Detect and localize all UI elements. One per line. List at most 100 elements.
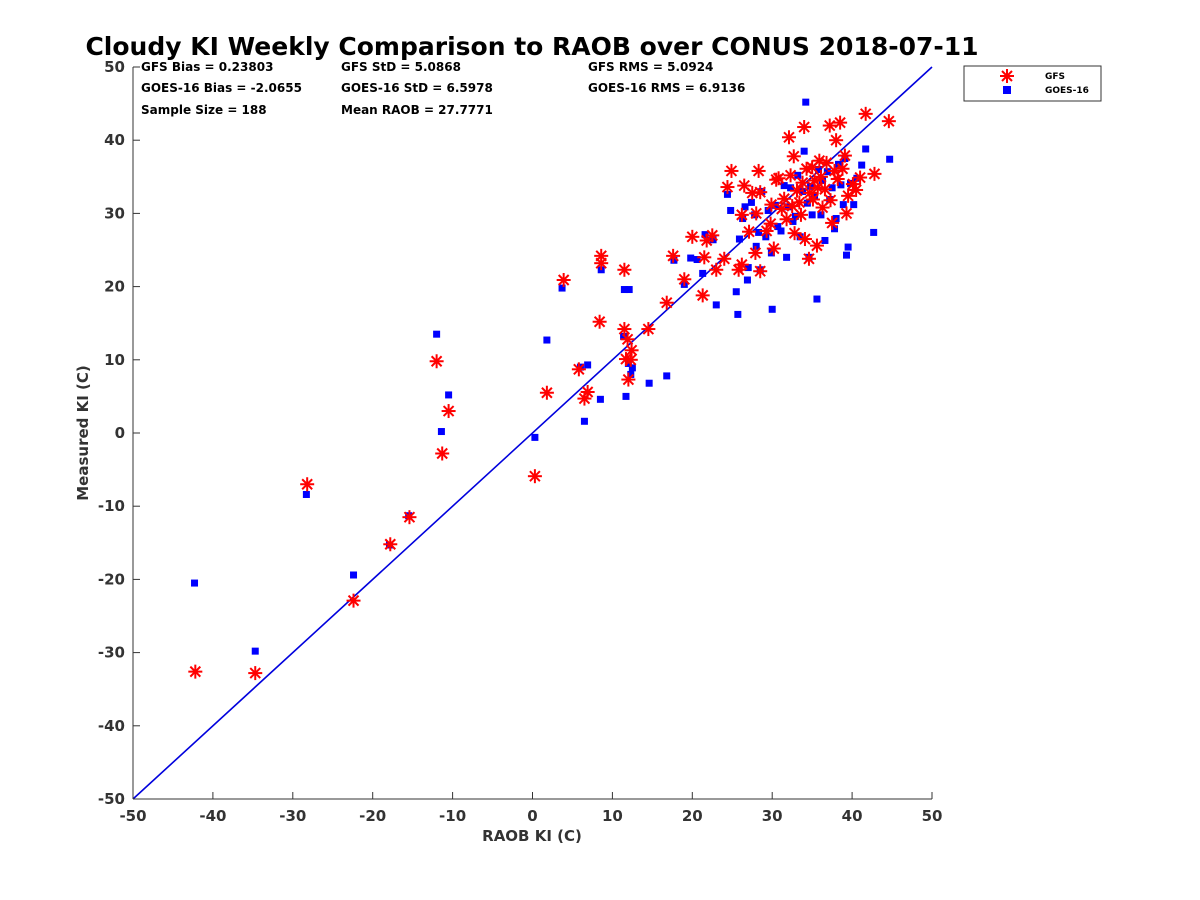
goes16-point xyxy=(558,284,566,292)
gfs-point xyxy=(571,362,586,377)
legend-goes-label: GOES-16 xyxy=(1045,86,1089,96)
stat-goes-rms: GOES-16 RMS = 6.9136 xyxy=(588,81,745,95)
gfs-point xyxy=(819,155,834,170)
gfs-point xyxy=(793,207,808,222)
gfs-point xyxy=(300,477,315,492)
gfs-point xyxy=(867,166,882,181)
gfs-point xyxy=(853,170,868,185)
stat-gfs-rms: GFS RMS = 5.0924 xyxy=(588,60,713,74)
gfs-point xyxy=(659,295,674,310)
goes16-point xyxy=(699,269,707,277)
gfs-point xyxy=(709,262,724,277)
goes16-point xyxy=(796,233,804,241)
gfs-point xyxy=(787,226,802,241)
gfs-point xyxy=(835,161,850,176)
gfs-point xyxy=(809,238,824,253)
gfs-point xyxy=(841,188,856,203)
gfs-point xyxy=(753,264,768,279)
gfs-point xyxy=(839,206,854,221)
gfs-point xyxy=(779,212,794,227)
goes16-point xyxy=(831,225,839,233)
gfs-point xyxy=(441,404,456,419)
goes16-point xyxy=(777,227,785,235)
x-tick-label: 40 xyxy=(842,807,863,825)
x-tick-label: -40 xyxy=(199,807,226,825)
gfs-point xyxy=(641,322,656,337)
goes16-point xyxy=(701,231,709,239)
goes16-point xyxy=(747,198,755,206)
y-tick-label: 40 xyxy=(104,131,125,149)
stat-gfs-std: GFS StD = 5.0868 xyxy=(341,60,461,74)
gfs-point xyxy=(685,229,700,244)
goes16-point xyxy=(787,184,795,192)
y-tick-label: -50 xyxy=(98,790,125,808)
stat-goes-std: GOES-16 StD = 6.5978 xyxy=(341,81,493,95)
goes16-point xyxy=(774,223,782,231)
gfs-point xyxy=(724,163,739,178)
goes16-point xyxy=(764,206,772,214)
goes16-point xyxy=(350,571,358,579)
gfs-point xyxy=(539,385,554,400)
goes16-point xyxy=(693,256,701,264)
goes16-point xyxy=(191,579,199,587)
gfs-point xyxy=(697,250,712,265)
goes16-point xyxy=(844,243,852,251)
y-tick-label: -30 xyxy=(98,644,125,662)
goes16-point xyxy=(837,181,845,189)
gfs-point xyxy=(429,354,444,369)
gfs-point xyxy=(763,216,778,231)
goes16-point xyxy=(755,228,763,236)
gfs-point xyxy=(592,314,607,329)
goes16-point xyxy=(813,295,821,303)
gfs-point xyxy=(248,666,263,681)
goes16-point xyxy=(433,330,441,338)
gfs-point xyxy=(435,446,450,461)
gfs-point xyxy=(527,469,542,484)
gfs-point xyxy=(825,215,840,230)
gfs-point xyxy=(580,385,595,400)
goes16-point xyxy=(791,212,799,220)
gfs-point xyxy=(751,163,766,178)
goes16-point xyxy=(858,161,866,169)
gfs-point xyxy=(734,257,749,272)
goes16-point xyxy=(445,391,453,399)
goes16-point xyxy=(543,336,551,344)
goes16-point xyxy=(732,288,740,296)
goes16-point xyxy=(850,201,858,209)
goes16-point xyxy=(596,395,604,403)
gfs-point xyxy=(621,372,636,387)
gfs-point xyxy=(402,510,417,525)
goes16-point xyxy=(645,379,653,387)
x-tick-label: -30 xyxy=(279,807,306,825)
legend-gfs-label: GFS xyxy=(1045,72,1065,82)
gfs-point xyxy=(771,171,786,186)
x-tick-label: 20 xyxy=(682,807,703,825)
goes16-point xyxy=(802,98,810,106)
goes16-point xyxy=(734,310,742,318)
legend-goes-marker xyxy=(1003,86,1011,94)
goes16-point xyxy=(821,236,829,244)
gfs-point xyxy=(858,106,873,121)
goes16-point xyxy=(819,176,827,184)
gfs-point xyxy=(677,272,692,287)
stat-goes-bias: GOES-16 Bias = -2.0655 xyxy=(141,81,302,95)
goes16-point xyxy=(870,228,878,236)
goes16-point xyxy=(800,147,808,155)
goes16-point xyxy=(767,249,775,257)
axis-ticks: -50 -40 -30 -20 -10 0 10 20 30 40 50 -50 -40 -30 -20 -1… xyxy=(98,58,943,825)
data-points xyxy=(188,98,896,681)
gfs-point xyxy=(620,332,635,347)
gfs-point xyxy=(797,120,812,135)
gfs-point xyxy=(829,133,844,148)
goes16-point xyxy=(794,171,802,179)
y-tick-label: 20 xyxy=(104,278,125,296)
chart-title: Cloudy KI Weekly Comparison to RAOB over… xyxy=(85,32,978,61)
goes16-point xyxy=(628,364,636,372)
goes16-point xyxy=(768,305,776,313)
goes16-point xyxy=(531,433,539,441)
goes16-point xyxy=(744,264,752,272)
stat-gfs-bias: GFS Bias = 0.23803 xyxy=(141,60,273,74)
gfs-point xyxy=(813,169,828,184)
gfs-point xyxy=(837,148,852,163)
